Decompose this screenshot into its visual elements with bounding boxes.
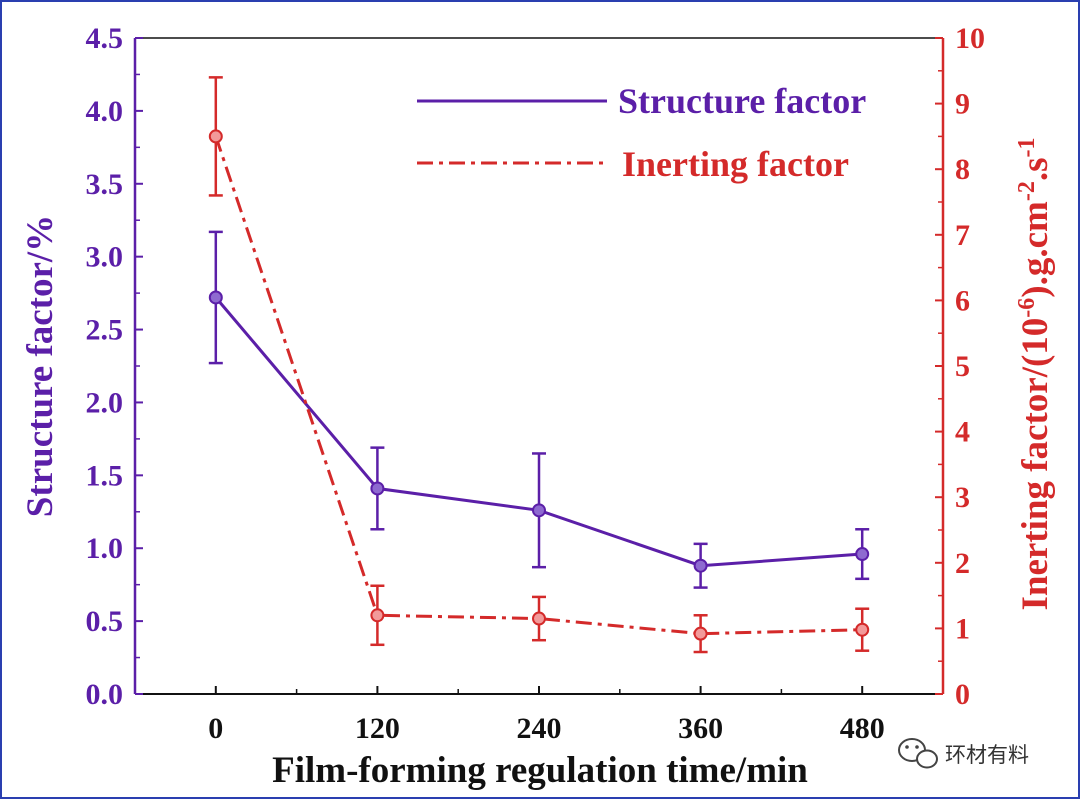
right-tick-label: 1: [955, 612, 970, 645]
right-tick-label: 7: [955, 219, 970, 252]
plot-area: [135, 38, 943, 694]
right-tick-label: 0: [955, 678, 970, 711]
x-tick-label: 360: [678, 712, 723, 745]
left-tick-label: 2.0: [86, 386, 124, 419]
data-point: [208, 129, 223, 144]
right-tick-label: 4: [955, 416, 970, 449]
right-tick-label: 10: [955, 22, 985, 55]
data-point: [693, 626, 708, 641]
right-tick-label: 6: [955, 284, 970, 317]
right-label-sup1: -6: [1014, 298, 1040, 318]
data-point: [855, 547, 870, 562]
data-point: [208, 290, 223, 305]
right-y-axis-label: Inerting factor/(10-6).g.cm-2.s-1: [1014, 137, 1056, 610]
x-tick-label: 480: [840, 712, 885, 745]
legend-label-inerting: Inerting factor: [622, 144, 849, 184]
watermark: 环材有料: [898, 738, 1029, 769]
x-axis-label: Film-forming regulation time/min: [272, 750, 808, 791]
series-layer: [208, 76, 870, 654]
data-point: [855, 622, 870, 637]
right-label-sup3: -1: [1014, 137, 1040, 157]
data-point: [370, 481, 385, 496]
watermark-text: 环材有料: [945, 743, 1029, 767]
series-structure-factor: [208, 230, 870, 589]
right-tick-label: 5: [955, 350, 970, 383]
left-tick-label: 0.5: [86, 605, 124, 638]
right-tick-label: 8: [955, 153, 970, 186]
right-y-ticks: 0 1 2 3 4 5 6 7 8 9 10: [935, 22, 985, 711]
series-inerting-factor: [208, 76, 870, 654]
right-label-mid: ).g.cm: [1015, 201, 1056, 298]
right-label-mid2: .s: [1015, 157, 1056, 181]
x-tick-label: 240: [517, 712, 562, 745]
left-tick-label: 1.0: [86, 532, 124, 565]
data-point: [370, 608, 385, 623]
x-tick-label: 120: [355, 712, 400, 745]
left-tick-label: 0.0: [86, 678, 124, 711]
x-tick-label: 0: [208, 712, 223, 745]
left-y-ticks: 0.0 0.5 1.0 1.5 2.0 2.5 3.0 3.5 4.0 4.5: [86, 22, 143, 711]
legend: Structure factor Inerting factor: [417, 81, 866, 184]
right-tick-label: 9: [955, 88, 970, 121]
left-tick-label: 1.5: [86, 459, 124, 492]
left-tick-label: 3.0: [86, 241, 124, 274]
left-y-axis-label: Structure factor/%: [20, 215, 61, 517]
wechat-icon: [898, 738, 938, 769]
right-label-main: Inerting factor/(10: [1015, 318, 1056, 611]
left-tick-label: 4.0: [86, 95, 124, 128]
x-ticks: 0 120 240 360 480: [208, 686, 885, 745]
data-point: [532, 611, 546, 626]
left-tick-label: 3.5: [86, 168, 124, 201]
data-point: [693, 558, 708, 573]
right-tick-label: 2: [955, 547, 970, 580]
right-label-sup2: -2: [1014, 181, 1040, 201]
legend-label-structure: Structure factor: [618, 81, 866, 121]
right-tick-label: 3: [955, 481, 970, 514]
left-tick-label: 4.5: [86, 22, 124, 55]
left-tick-label: 2.5: [86, 314, 124, 347]
data-point: [532, 503, 546, 518]
